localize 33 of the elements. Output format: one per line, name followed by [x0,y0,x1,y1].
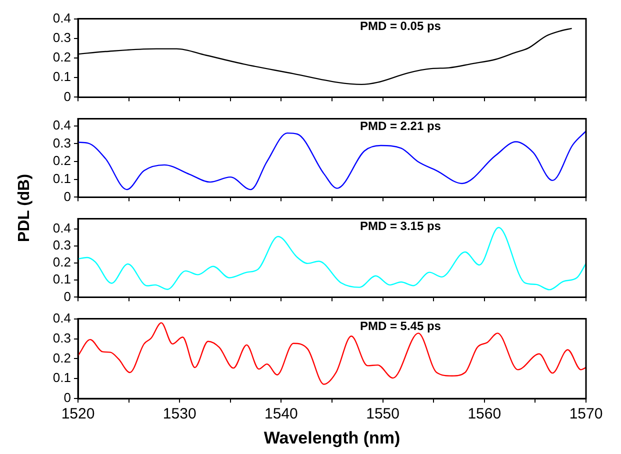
y-tick-label: 0.1 [52,170,71,186]
y-tick-label: 0.1 [52,272,71,287]
y-tick-label: 0.4 [52,310,71,326]
x-tick-label: 1570 [569,406,603,423]
y-axis-title: PDL (dB) [16,174,34,242]
y-tick-label: 0.2 [52,254,71,270]
y-tick-label: 0.2 [52,50,71,65]
y-tick-label: 0 [64,288,71,304]
y-tick-label: 0.3 [52,30,71,45]
y-tick-label: 0 [64,188,71,204]
annotation: PMD = 0.05 ps [360,19,442,34]
x-axis-title: Wavelength (nm) [264,428,400,448]
y-tick-label: 0.3 [52,330,71,346]
y-tick-label: 0 [64,390,71,406]
y-tick-label: 0.3 [52,135,71,150]
x-tick-label: 1550 [366,406,400,423]
annotation: PMD = 5.45 ps [360,319,442,334]
y-tick-label: 0.4 [52,10,71,26]
x-tick-label: 1540 [264,406,298,423]
y-tick-label: 0.2 [52,153,71,168]
y-tick-label: 0.3 [52,238,71,253]
x-tick-label: 1520 [61,406,95,423]
annotation: PMD = 3.15 ps [360,219,442,234]
y-tick-label: 0.4 [52,118,71,133]
y-tick-label: 0.4 [52,220,71,236]
line-series [78,322,586,385]
y-tick-label: 0.1 [52,370,71,386]
annotation: PMD = 2.21 ps [360,119,442,134]
y-tick-label: 0.1 [52,69,71,84]
y-tick-label: 0.2 [52,350,71,366]
x-tick-label: 1560 [468,406,502,423]
y-tick-label: 0 [64,88,71,104]
x-tick-label: 1530 [162,406,196,423]
